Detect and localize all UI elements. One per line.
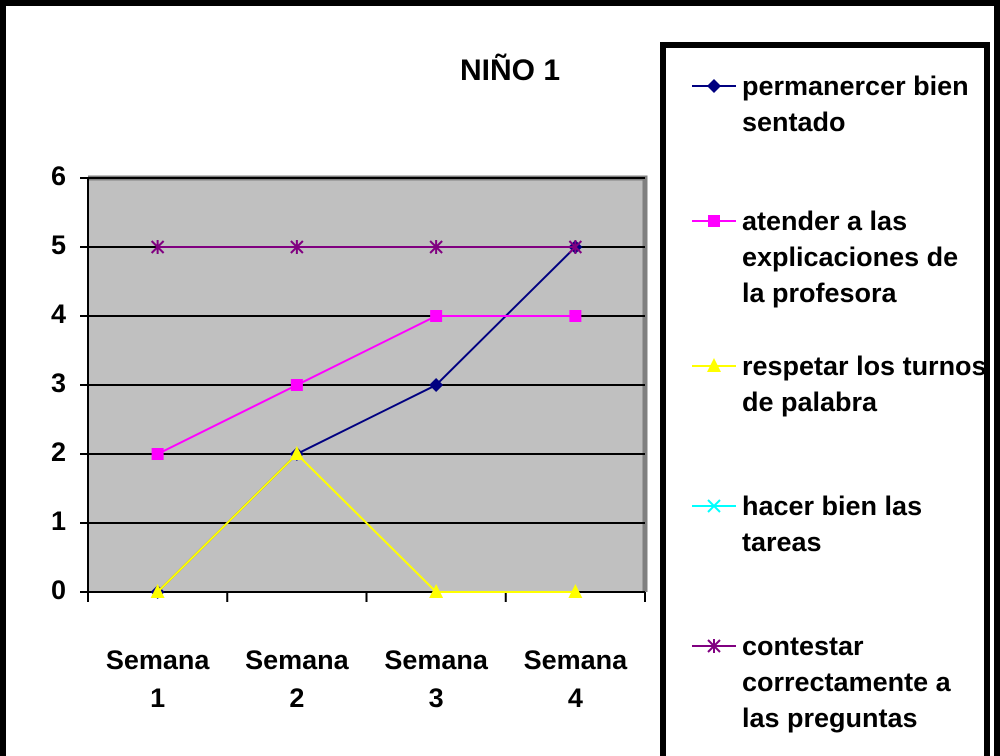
y-tick-label: 2 [51, 437, 66, 467]
x-tick-label: Semana 1 [106, 645, 211, 713]
marker [429, 378, 444, 392]
legend: permanercer bien sentado atender a las ex… [660, 42, 990, 756]
marker [568, 584, 583, 598]
legend-swatch [692, 639, 736, 653]
marker [569, 310, 582, 322]
legend-label: permanercer bien sentado [742, 71, 969, 137]
legend-swatch [692, 215, 736, 227]
legend-label: atender a las explicaciones de la profes… [742, 206, 959, 308]
legend-swatch [692, 499, 736, 513]
legend-label: respetar los turnos de palabra [742, 351, 987, 417]
marker [707, 79, 721, 93]
y-tick-label: 6 [51, 161, 66, 191]
marker [150, 584, 165, 598]
marker [290, 379, 303, 391]
x-tick-label: Semana 2 [245, 645, 350, 713]
series-line [156, 452, 576, 593]
marker [290, 240, 304, 254]
y-tick-label: 3 [51, 368, 66, 398]
marker [289, 446, 304, 460]
marker [568, 240, 583, 254]
y-tick-label: 5 [51, 230, 66, 260]
marker [150, 240, 165, 254]
x-tick-label: Semana 4 [524, 645, 629, 713]
x-tick-label: Semana 3 [384, 645, 489, 713]
marker [429, 584, 444, 598]
marker [707, 639, 721, 653]
series-line [157, 315, 576, 455]
chart-title: NIÑO 1 [460, 53, 560, 87]
legend-label: hacer bien las tareas [742, 491, 923, 557]
y-tick-label: 4 [51, 299, 66, 329]
chart: NIÑO 1 0 1 2 3 4 5 6 Semana 1 Semana 2 Semana 3 Seman… [51, 53, 648, 713]
y-tick-label: 1 [51, 506, 66, 536]
marker [430, 310, 443, 322]
legend-swatch [692, 79, 736, 93]
marker [707, 499, 721, 513]
marker [151, 448, 164, 460]
marker [429, 240, 443, 254]
marker [707, 358, 721, 372]
legend-swatch [692, 358, 736, 372]
marker [708, 215, 720, 227]
y-tick-label: 0 [51, 575, 66, 605]
legend-label: contestar correctamente a las preguntas [742, 631, 951, 733]
